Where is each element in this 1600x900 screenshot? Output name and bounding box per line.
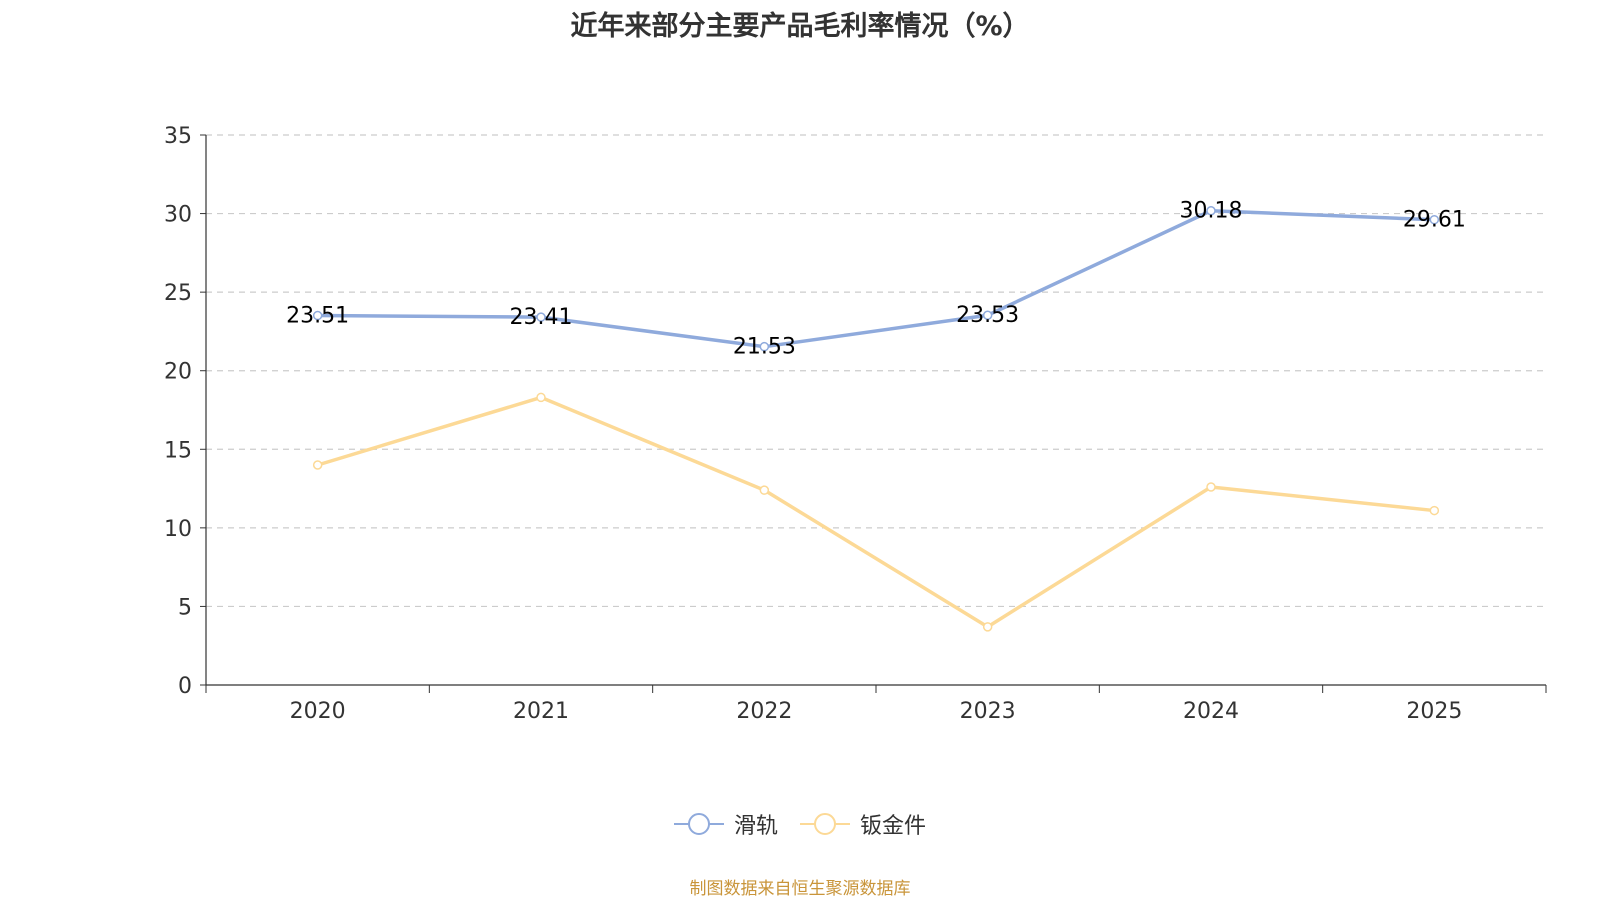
point-0-2020 <box>312 310 323 321</box>
legend-label-sheet-metal: 钣金件 <box>860 814 927 839</box>
legend: 滑轨 钣金件 <box>0 808 1600 840</box>
point-1-2024 <box>1206 482 1216 492</box>
y-tick-label-0: 0 <box>178 674 192 699</box>
x-tick-label-2022: 2022 <box>736 699 792 724</box>
point-0-2023 <box>982 310 993 320</box>
point-1-2023 <box>982 622 993 632</box>
point-1-2021 <box>536 392 546 403</box>
point-1-2022 <box>759 485 770 495</box>
grid-lines <box>206 134 1546 608</box>
x-tick-label-2024: 2024 <box>1183 699 1239 724</box>
x-tick-label-2020: 2020 <box>290 699 346 724</box>
y-tick-label-35: 35 <box>164 124 192 149</box>
y-tick-label-15: 15 <box>164 438 192 463</box>
data-labels: 23.51 23.41 21.53 23.53 30.18 29.61 <box>286 199 1466 360</box>
point-0-2021 <box>536 312 546 322</box>
chart-title: 近年来部分主要产品毛利率情况（%） <box>570 11 1030 42</box>
legend-marker-slide-rail <box>673 813 724 835</box>
point-1-2020 <box>312 460 323 470</box>
legend-item-sheet-metal[interactable]: 钣金件 <box>800 808 926 840</box>
data-label-0-2022: 21.53 <box>733 335 796 360</box>
point-0-2025 <box>1429 214 1440 225</box>
point-0-2022 <box>759 341 770 352</box>
point-1-2025 <box>1429 505 1440 516</box>
series <box>312 205 1440 632</box>
legend-marker-sheet-metal <box>800 813 850 835</box>
y-tick-label-25: 25 <box>164 281 192 306</box>
data-label-0-2021: 23.41 <box>510 305 573 330</box>
x-tick-label-2025: 2025 <box>1406 699 1462 724</box>
point-0-2024 <box>1206 205 1216 216</box>
y-tick-label-20: 20 <box>164 360 192 385</box>
y-tick-label-5: 5 <box>178 595 192 620</box>
series-line-1 <box>317 395 1435 629</box>
legend-label-slide-rail: 滑轨 <box>733 814 778 839</box>
data-label-0-2024: 30.18 <box>1180 199 1243 224</box>
legend-item-slide-rail[interactable]: 滑轨 <box>673 808 778 840</box>
data-label-0-2025: 29.61 <box>1403 208 1466 233</box>
x-tick-label-2021: 2021 <box>513 699 569 724</box>
data-label-0-2023: 23.53 <box>956 303 1019 328</box>
y-tick-label-30: 30 <box>164 203 192 228</box>
source-note: 制图数据来自恒生聚源数据库 <box>689 879 911 899</box>
data-label-0-2020: 23.51 <box>286 304 349 329</box>
series-line-0 <box>317 208 1435 349</box>
y-tick-label-10: 10 <box>164 517 192 542</box>
x-tick-label-2023: 2023 <box>960 699 1016 724</box>
